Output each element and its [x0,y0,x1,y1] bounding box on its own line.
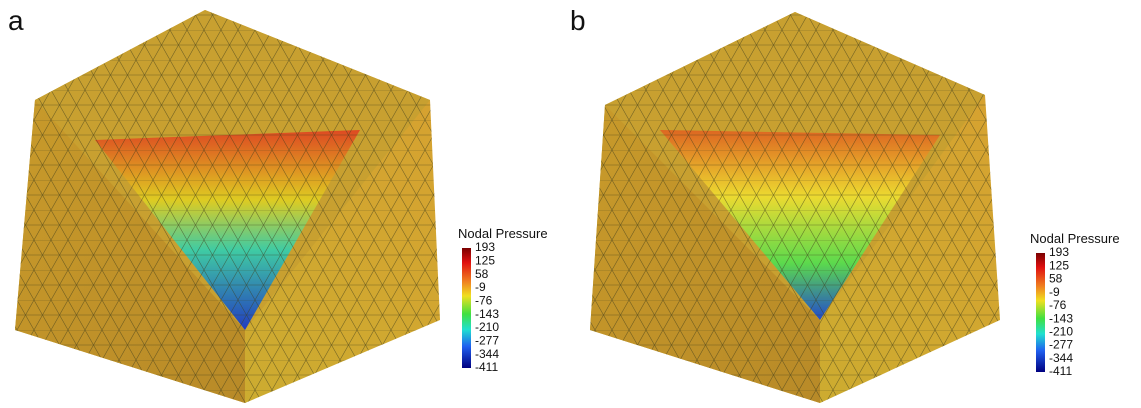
colorbar-tick-label: -143 [1049,311,1073,325]
colorbar-tick-label: -277 [475,334,499,348]
legend-title: Nodal Pressure [1030,231,1120,246]
colorbar-tick-label: 58 [475,267,489,281]
colorbar-tick-label: 58 [1049,272,1063,286]
colorbar-tick-label: -411 [475,360,498,374]
panel-label: b [570,5,586,36]
colorbar-tick-label: -411 [1049,364,1072,378]
colorbar-tick-label: 125 [475,254,495,268]
figure: a b Nodal Pressure19312558-9-76-143-210-… [0,0,1141,403]
colorbar-tick-label: -76 [1049,298,1067,312]
colorbar-tick-label: -9 [475,280,486,294]
colorbar [1036,253,1045,372]
colorbar-tick-label: -9 [1049,285,1060,299]
colorbar-tick-label: -344 [1049,351,1073,365]
colorbar-tick-label: 193 [475,240,495,254]
cube-b [590,12,1000,403]
colorbar-tick-label: 193 [1049,245,1069,259]
colorbar-tick-label: -210 [1049,325,1073,339]
panel-label: a [8,5,24,36]
colorbar-tick-label: -210 [475,320,499,334]
colorbar-tick-label: -277 [1049,338,1073,352]
colorbar-tick-label: -76 [475,294,493,308]
colorbar-tick-label: 125 [1049,258,1069,272]
legend-title: Nodal Pressure [458,226,548,241]
colorbar-tick-label: -143 [475,307,499,321]
colorbar [462,248,471,368]
colorbar-tick-label: -344 [475,347,499,361]
cube-a [15,10,440,403]
